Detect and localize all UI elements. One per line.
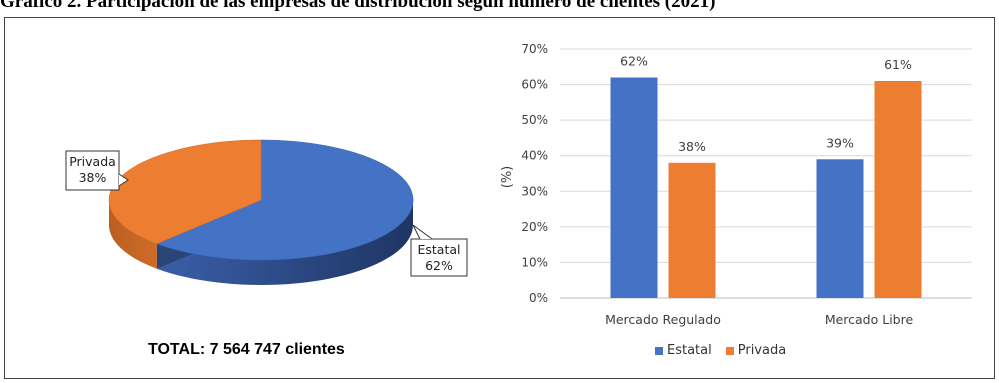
bar-estatal [816,159,864,298]
bar-legend: Estatal Privada [655,343,786,358]
bar-data-label: 62% [620,54,648,69]
bar-privada [668,162,716,298]
y-axis-label: (%) [500,166,515,189]
legend-swatch-privada [725,346,734,355]
legend-item-estatal: Estatal [655,343,712,358]
label-privada-pointer [118,173,129,187]
label-privada-text: Privada [69,154,116,169]
pie-slice-estatal [156,139,414,261]
pie-side-estatal [156,200,413,285]
bar-data-label: 39% [826,135,854,150]
legend-label-estatal: Estatal [667,343,712,358]
legend-item-privada: Privada [725,343,787,358]
label-privada-text: 38% [79,170,107,185]
label-estatal-box [410,238,468,277]
bar-data-label: 38% [678,139,706,154]
y-tick-label: 60% [521,78,548,92]
total-clients-label: TOTAL: 7 564 747 clientes [148,341,345,358]
x-category-label: Mercado Libre [825,312,914,327]
bar-estatal [610,77,658,298]
y-tick-label: 30% [521,184,548,198]
y-tick-label: 70% [521,42,548,56]
y-tick-label: 40% [521,149,548,163]
y-tick-label: 20% [521,220,548,234]
bar-data-label: 61% [884,57,912,72]
legend-label-privada: Privada [737,343,787,358]
label-privada-box [65,150,120,191]
legend-swatch-estatal [655,346,663,355]
label-estatal-text: Estatal [417,242,460,257]
y-tick-label: 0% [529,291,548,305]
y-tick-label: 10% [521,255,548,269]
pie-side-privada [109,200,157,269]
label-estatal-pointer [412,224,433,240]
page-title: Gráfico 2. Participación de las empresas… [0,0,716,12]
label-estatal-text: 62% [425,258,453,273]
y-tick-label: 50% [521,113,548,127]
x-category-label: Mercado Regulado [605,312,721,327]
bar-privada [874,81,922,298]
